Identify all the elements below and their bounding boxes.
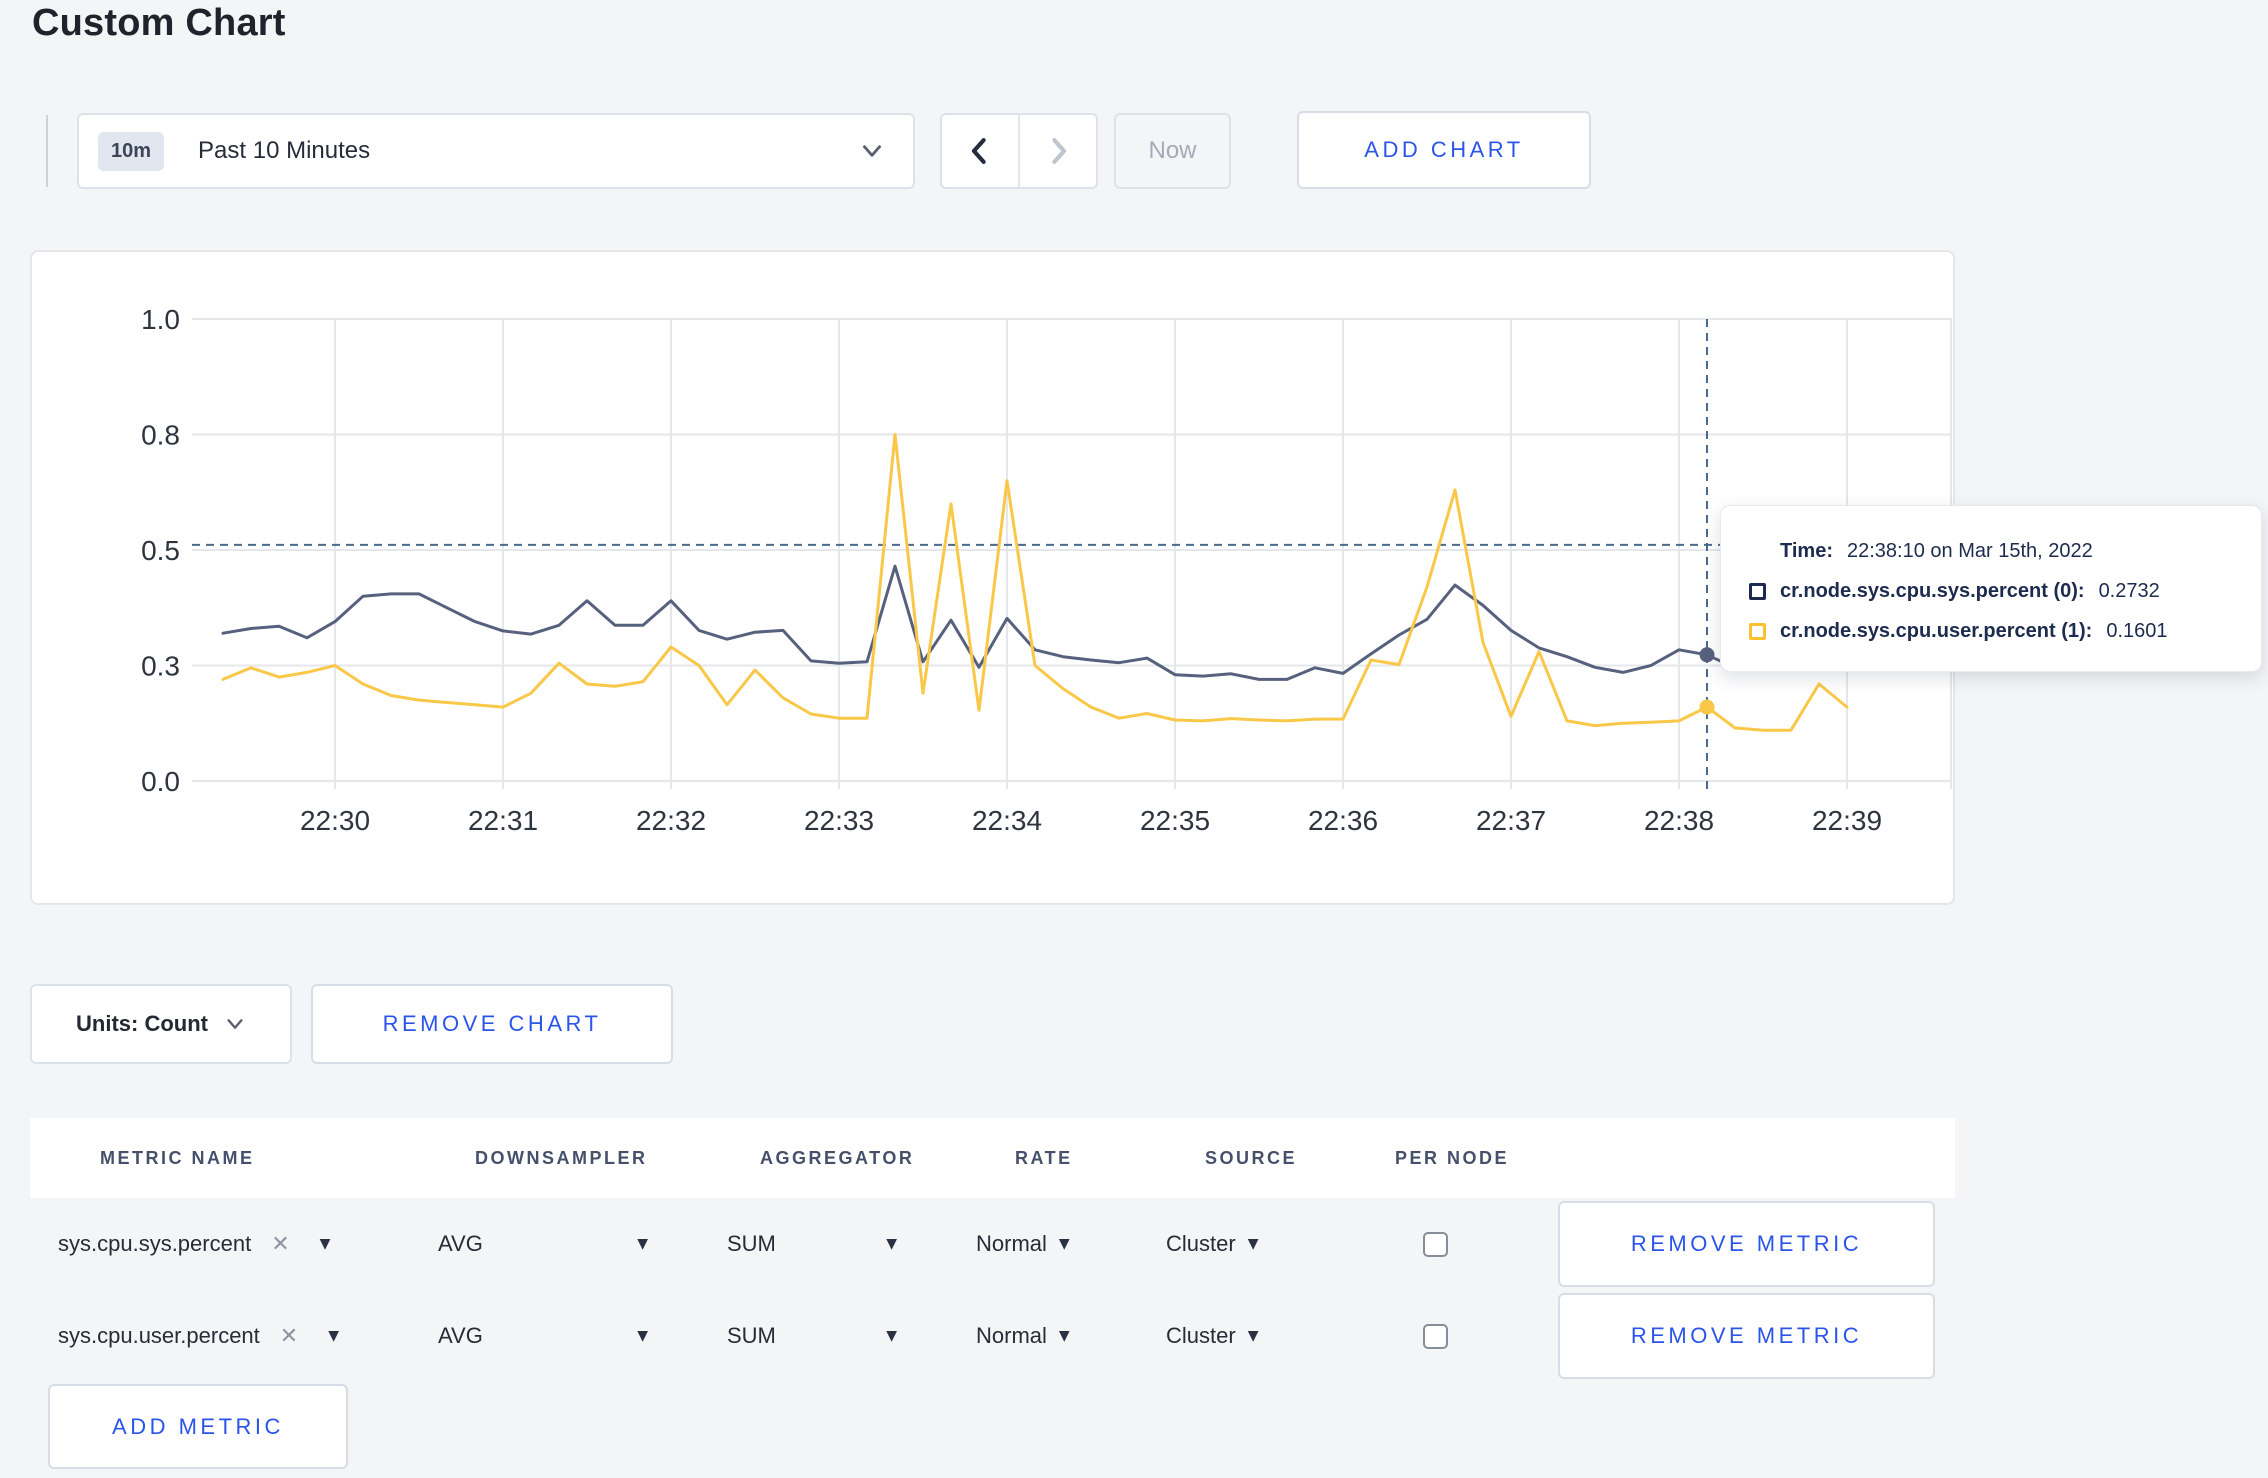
source-value: Cluster [1166, 1323, 1236, 1348]
aggregator-select[interactable]: SUM ▼ [727, 1323, 927, 1349]
per-node-checkbox[interactable] [1423, 1231, 1448, 1257]
metric-name-select[interactable]: sys.cpu.user.percent ✕ ▼ [58, 1323, 438, 1349]
svg-text:22:35: 22:35 [1140, 805, 1210, 836]
aggregator-select[interactable]: SUM ▼ [727, 1231, 927, 1257]
caret-down-icon[interactable]: ▼ [328, 1328, 339, 1344]
toolbar-divider [46, 115, 48, 187]
column-header-downsampler: DOWNSAMPLER [475, 1147, 648, 1168]
remove-metric-button[interactable]: REMOVE METRIC [1558, 1293, 1935, 1379]
caret-down-icon[interactable]: ▼ [319, 1236, 331, 1252]
downsampler-value: AVG [438, 1231, 483, 1256]
clear-metric-icon[interactable]: ✕ [279, 1323, 299, 1349]
svg-text:0.3: 0.3 [141, 651, 180, 682]
prev-time-button[interactable] [942, 115, 1018, 187]
column-header-metric-name: METRIC NAME [100, 1147, 255, 1168]
now-button[interactable]: Now [1114, 113, 1231, 189]
caret-down-icon: ▼ [1247, 1328, 1259, 1344]
column-header-source: SOURCE [1205, 1147, 1298, 1168]
series-swatch-user [1749, 622, 1766, 640]
series-swatch-sys [1749, 582, 1766, 600]
time-range-label: Past 10 Minutes [198, 137, 371, 164]
units-label: Units: Count [76, 1011, 208, 1036]
tooltip-time-value: 22:38:10 on Mar 15th, 2022 [1846, 539, 2093, 562]
aggregator-value: SUM [727, 1231, 776, 1256]
svg-text:22:30: 22:30 [300, 805, 370, 836]
metric-name-value[interactable]: sys.cpu.sys.percent [58, 1231, 252, 1256]
caret-down-icon: ▼ [637, 1236, 648, 1252]
metric-name-select[interactable]: sys.cpu.sys.percent ✕ ▼ [58, 1231, 438, 1257]
downsampler-select[interactable]: AVG ▼ [438, 1323, 678, 1349]
svg-text:0.0: 0.0 [141, 766, 180, 797]
per-node-checkbox[interactable] [1423, 1323, 1448, 1349]
time-range-badge: 10m [98, 131, 165, 171]
table-row: sys.cpu.user.percent ✕ ▼ AVG ▼ SUM ▼ Nor… [30, 1290, 1955, 1382]
chart-tooltip: Time: 22:38:10 on Mar 15th, 2022 cr.node… [1720, 505, 2262, 672]
time-range-select[interactable]: 10m Past 10 Minutes [77, 113, 915, 189]
source-value: Cluster [1166, 1231, 1236, 1256]
column-header-aggregator: AGGREGATOR [760, 1147, 915, 1168]
tooltip-series-value: 0.1601 [2106, 619, 2168, 642]
page-title: Custom Chart [32, 2, 286, 44]
table-row: sys.cpu.sys.percent ✕ ▼ AVG ▼ SUM ▼ Norm… [30, 1198, 1955, 1290]
tooltip-series-value: 0.2732 [2098, 579, 2160, 602]
chevron-right-icon [1052, 138, 1067, 164]
svg-text:22:31: 22:31 [468, 805, 538, 836]
caret-down-icon: ▼ [1058, 1328, 1070, 1344]
time-nav-group [940, 113, 1098, 189]
next-time-button[interactable] [1018, 115, 1096, 187]
downsampler-value: AVG [438, 1323, 483, 1348]
remove-chart-button[interactable]: REMOVE CHART [311, 984, 673, 1064]
svg-text:22:33: 22:33 [804, 805, 874, 836]
svg-text:22:34: 22:34 [972, 805, 1042, 836]
remove-metric-button[interactable]: REMOVE METRIC [1558, 1201, 1935, 1287]
caret-down-icon: ▼ [1247, 1236, 1259, 1252]
caret-down-icon: ▼ [886, 1236, 897, 1252]
source-select[interactable]: Cluster ▼ [1166, 1231, 1356, 1257]
tooltip-time-label: Time: [1780, 539, 1833, 562]
tooltip-series-row: cr.node.sys.cpu.user.percent (1): 0.1601 [1749, 611, 2235, 651]
tooltip-series-label: cr.node.sys.cpu.user.percent (1): [1780, 619, 2093, 642]
svg-text:1.0: 1.0 [141, 304, 180, 335]
column-header-rate: RATE [1015, 1147, 1073, 1168]
rate-select[interactable]: Normal ▼ [976, 1231, 1166, 1257]
svg-text:0.8: 0.8 [141, 420, 180, 451]
chevron-left-icon [971, 138, 986, 164]
rate-select[interactable]: Normal ▼ [976, 1323, 1166, 1349]
svg-text:0.5: 0.5 [141, 535, 180, 566]
cpu-usage-line-chart[interactable]: 0.0 0.3 0.5 0.8 1.0 22:30 22:31 22:32 22:33 22:34… [32, 252, 1953, 903]
aggregator-value: SUM [727, 1323, 776, 1348]
svg-text:22:32: 22:32 [636, 805, 706, 836]
metrics-table-header: METRIC NAME DOWNSAMPLER AGGREGATOR RATE … [30, 1118, 1955, 1198]
metrics-table-body: sys.cpu.sys.percent ✕ ▼ AVG ▼ SUM ▼ Norm… [30, 1198, 1955, 1382]
tooltip-series-row: cr.node.sys.cpu.sys.percent (0): 0.2732 [1749, 571, 2235, 611]
caret-down-icon: ▼ [637, 1328, 648, 1344]
chevron-down-icon [227, 1019, 243, 1029]
toolbar: 10m Past 10 Minutes Now ADD CHART [0, 111, 2268, 190]
metric-name-value[interactable]: sys.cpu.user.percent [58, 1323, 260, 1348]
units-select[interactable]: Units: Count [30, 984, 292, 1064]
downsampler-select[interactable]: AVG ▼ [438, 1231, 678, 1257]
rate-value: Normal [976, 1231, 1047, 1256]
chart-panel: 0.0 0.3 0.5 0.8 1.0 22:30 22:31 22:32 22:33 22:34… [30, 250, 1955, 905]
tooltip-time-row: Time: 22:38:10 on Mar 15th, 2022 [1749, 531, 2235, 571]
chevron-down-icon [863, 145, 881, 157]
caret-down-icon: ▼ [886, 1328, 897, 1344]
add-metric-button[interactable]: ADD METRIC [48, 1384, 348, 1469]
add-chart-button[interactable]: ADD CHART [1297, 111, 1591, 189]
rate-value: Normal [976, 1323, 1047, 1348]
column-header-per-node: PER NODE [1395, 1147, 1510, 1168]
caret-down-icon: ▼ [1058, 1236, 1070, 1252]
svg-text:22:38: 22:38 [1644, 805, 1714, 836]
svg-text:22:37: 22:37 [1476, 805, 1546, 836]
source-select[interactable]: Cluster ▼ [1166, 1323, 1356, 1349]
clear-metric-icon[interactable]: ✕ [271, 1231, 290, 1257]
tooltip-series-label: cr.node.sys.cpu.sys.percent (0): [1780, 579, 2085, 602]
svg-text:22:39: 22:39 [1812, 805, 1882, 836]
svg-text:22:36: 22:36 [1308, 805, 1378, 836]
